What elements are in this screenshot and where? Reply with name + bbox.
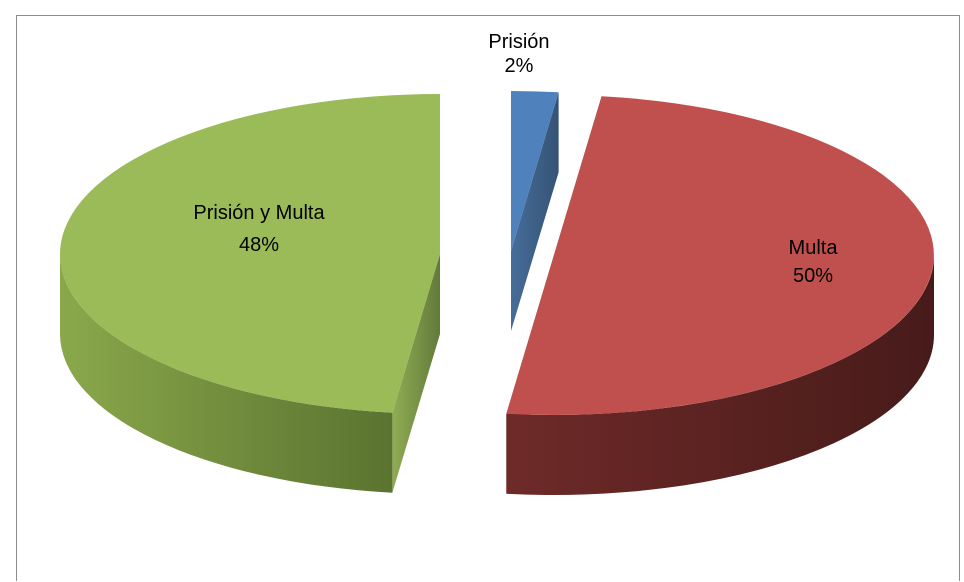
pie-slice-cut-2-0 [392, 254, 440, 493]
pie-slice-top-0 [511, 91, 559, 251]
pie-slice-cut-0-1 [511, 92, 559, 331]
slice-name-label-1: Multa [789, 237, 839, 259]
pie-slice-0 [511, 91, 559, 331]
pie-slice-side-1 [506, 255, 934, 495]
pie-slice-top-2 [59, 94, 441, 413]
slice-percent-label-0: 2% [505, 55, 534, 77]
pie-slice-side-2 [60, 254, 393, 493]
slice-percent-label-2: 48% [239, 234, 279, 256]
slice-name-label-2: Prisión y Multa [193, 202, 325, 224]
pie-slice-top-1 [506, 96, 934, 415]
pie-slice-1 [506, 96, 934, 495]
chart-area: Prisión 2% Multa 50% Prisión y Multa 48% [16, 15, 960, 581]
pie-slice-2 [59, 94, 441, 493]
slice-percent-label-1: 50% [793, 265, 833, 287]
slice-name-label-0: Prisión [488, 31, 549, 53]
